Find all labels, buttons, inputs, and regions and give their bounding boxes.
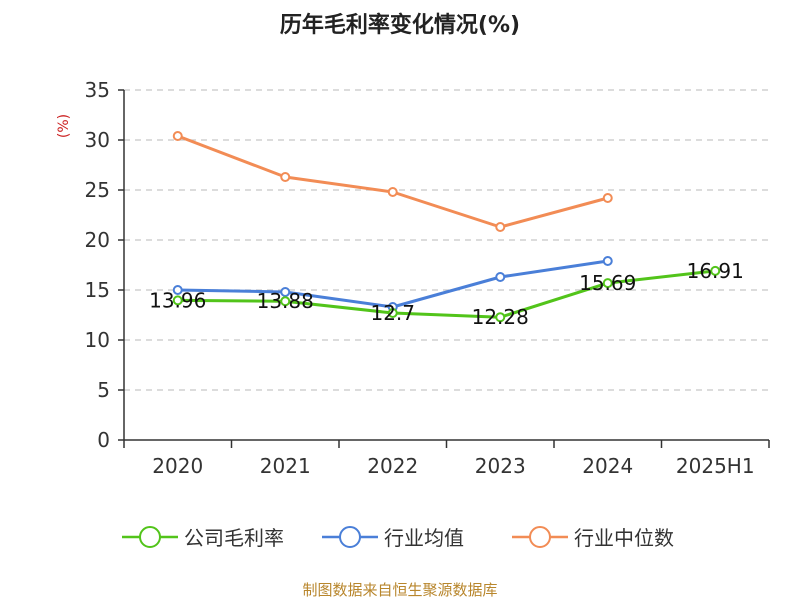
data-point xyxy=(387,187,398,197)
y-tick-label: 15 xyxy=(85,278,110,302)
x-tick-label: 2022 xyxy=(367,454,418,478)
data-labels: 13.96 13.88 12.7 12.28 15.69 16.91 xyxy=(149,259,744,329)
x-tick-label: 2020 xyxy=(152,454,203,478)
y-tick-label: 30 xyxy=(85,128,110,152)
data-label: 15.69 xyxy=(579,271,636,295)
y-tick-label: 25 xyxy=(85,178,110,202)
series-line-2 xyxy=(176,134,610,229)
series-lines xyxy=(172,131,721,323)
y-tick-label: 10 xyxy=(85,328,110,352)
data-point xyxy=(602,256,613,266)
data-point xyxy=(172,295,183,306)
data-point xyxy=(495,312,506,323)
y-tick-label: 0 xyxy=(97,428,110,452)
data-label: 13.96 xyxy=(149,288,206,312)
data-point xyxy=(280,287,291,297)
data-point xyxy=(602,193,613,203)
legend-label: 行业中位数 xyxy=(574,526,674,550)
legend-swatch-marker xyxy=(339,526,361,548)
y-tick-label: 35 xyxy=(85,78,110,102)
series-line-0 xyxy=(176,269,717,319)
legend-swatch-marker xyxy=(529,526,551,548)
y-axis-unit-label: (%) xyxy=(56,114,72,138)
x-tick-label: 2025H1 xyxy=(676,454,755,478)
data-point xyxy=(710,265,721,276)
legend: 公司毛利率 行业均值 行业中位数 xyxy=(122,526,674,550)
legend-swatch-marker xyxy=(139,526,161,548)
source-note: 制图数据来自恒生聚源数据库 xyxy=(302,581,497,599)
data-point xyxy=(495,222,506,232)
x-tick-label: 2024 xyxy=(582,454,633,478)
data-point xyxy=(280,296,291,307)
data-point xyxy=(387,308,398,318)
chart-title: 历年毛利率变化情况(%) xyxy=(280,12,520,38)
data-point xyxy=(280,172,291,182)
data-point xyxy=(172,131,183,141)
data-point xyxy=(602,278,613,289)
legend-label: 公司毛利率 xyxy=(184,526,284,550)
data-point xyxy=(172,285,183,295)
x-tick-label: 2023 xyxy=(475,454,526,478)
data-label: 13.88 xyxy=(257,289,314,313)
y-tick-label: 5 xyxy=(97,378,110,402)
gridlines xyxy=(124,89,769,391)
data-point xyxy=(495,272,506,282)
data-label: 12.28 xyxy=(472,305,529,329)
legend-label: 行业均值 xyxy=(384,526,464,550)
data-label: 12.7 xyxy=(370,301,415,325)
y-tick-label: 20 xyxy=(85,228,110,252)
axes: 0 5 10 15 20 25 30 35 2020 2021 2022 2023 2024 2025H1 xyxy=(85,78,770,478)
data-label: 16.91 xyxy=(687,259,744,283)
x-tick-label: 2021 xyxy=(260,454,311,478)
